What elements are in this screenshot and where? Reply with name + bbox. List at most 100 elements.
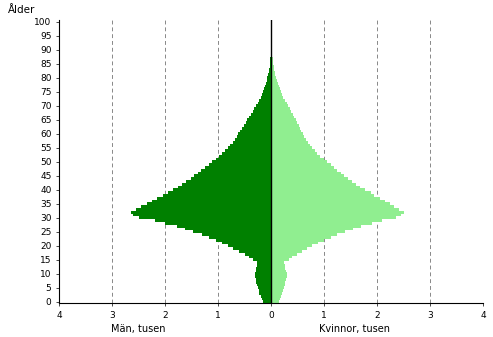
- Bar: [267, 79, 271, 82]
- Bar: [271, 149, 315, 152]
- Bar: [271, 71, 275, 73]
- Bar: [254, 107, 271, 110]
- Bar: [157, 197, 271, 200]
- Bar: [182, 183, 271, 186]
- Bar: [215, 158, 271, 160]
- Bar: [246, 121, 271, 124]
- Bar: [271, 113, 293, 116]
- Bar: [271, 121, 297, 124]
- Bar: [271, 76, 277, 79]
- Bar: [271, 200, 385, 203]
- Bar: [271, 231, 345, 233]
- Bar: [241, 129, 271, 132]
- Bar: [271, 177, 348, 180]
- Bar: [271, 267, 285, 270]
- Bar: [139, 216, 271, 219]
- Bar: [271, 258, 288, 261]
- Bar: [271, 104, 288, 107]
- Bar: [193, 231, 271, 233]
- Bar: [215, 239, 271, 242]
- Bar: [141, 205, 271, 208]
- Bar: [178, 186, 271, 188]
- Bar: [271, 225, 361, 227]
- Bar: [271, 233, 337, 236]
- Bar: [185, 227, 271, 231]
- Bar: [173, 188, 271, 191]
- Bar: [271, 227, 353, 231]
- Bar: [224, 149, 271, 152]
- Bar: [271, 172, 341, 174]
- Bar: [259, 292, 271, 295]
- Bar: [233, 141, 271, 144]
- Bar: [271, 197, 380, 200]
- Bar: [191, 177, 271, 180]
- Bar: [271, 166, 334, 169]
- Bar: [168, 191, 271, 194]
- Bar: [228, 244, 271, 247]
- Bar: [271, 57, 273, 59]
- Bar: [271, 270, 286, 273]
- Bar: [271, 208, 399, 211]
- Bar: [237, 135, 271, 138]
- Bar: [205, 166, 271, 169]
- Bar: [271, 292, 282, 295]
- Bar: [271, 180, 352, 183]
- Bar: [260, 295, 271, 298]
- Bar: [271, 298, 280, 301]
- Bar: [271, 96, 283, 99]
- Bar: [270, 65, 271, 68]
- Bar: [219, 155, 271, 158]
- Bar: [230, 144, 271, 146]
- Bar: [263, 90, 271, 93]
- Bar: [252, 110, 271, 113]
- Bar: [152, 200, 271, 203]
- Bar: [271, 54, 272, 57]
- Bar: [209, 163, 271, 166]
- Bar: [271, 135, 304, 138]
- Bar: [271, 144, 311, 146]
- Bar: [256, 270, 271, 273]
- Bar: [202, 233, 271, 236]
- Bar: [198, 172, 271, 174]
- Bar: [271, 90, 281, 93]
- Text: Kvinnor, tusen: Kvinnor, tusen: [319, 324, 390, 334]
- Bar: [271, 88, 280, 90]
- Bar: [256, 267, 271, 270]
- Bar: [242, 127, 271, 129]
- Bar: [146, 203, 271, 205]
- Bar: [165, 222, 271, 225]
- Bar: [270, 62, 271, 65]
- Bar: [212, 160, 271, 163]
- Bar: [259, 99, 271, 101]
- Bar: [271, 301, 279, 303]
- Bar: [131, 211, 271, 214]
- Bar: [136, 208, 271, 211]
- Bar: [186, 180, 271, 183]
- Bar: [271, 45, 272, 48]
- Bar: [222, 152, 271, 155]
- Bar: [271, 203, 390, 205]
- Bar: [271, 110, 291, 113]
- Bar: [271, 48, 272, 51]
- Bar: [271, 169, 337, 172]
- Bar: [238, 132, 271, 135]
- Bar: [271, 129, 301, 132]
- Bar: [271, 160, 327, 163]
- Bar: [233, 247, 271, 250]
- Bar: [271, 107, 290, 110]
- Bar: [271, 250, 302, 253]
- Bar: [271, 158, 323, 160]
- Bar: [255, 273, 271, 275]
- Bar: [271, 163, 330, 166]
- Bar: [271, 261, 284, 264]
- Bar: [256, 281, 271, 284]
- Bar: [262, 93, 271, 96]
- Bar: [258, 286, 271, 289]
- Bar: [271, 273, 286, 275]
- Text: Män, tusen: Män, tusen: [111, 324, 165, 334]
- Bar: [249, 116, 271, 118]
- Bar: [163, 194, 271, 197]
- Bar: [249, 256, 271, 258]
- Bar: [264, 88, 271, 90]
- Bar: [209, 236, 271, 239]
